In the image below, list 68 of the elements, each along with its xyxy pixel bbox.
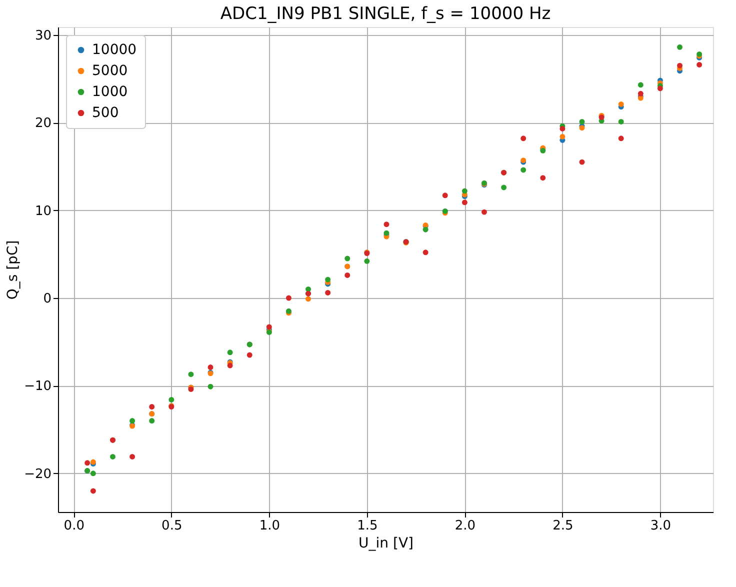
point: [520, 136, 526, 142]
point: [266, 324, 272, 330]
point: [306, 296, 312, 302]
point: [130, 454, 136, 460]
legend-label: 500: [92, 105, 119, 121]
point: [90, 470, 96, 476]
legend-label: 10000: [92, 42, 137, 58]
point: [677, 44, 682, 50]
point: [462, 188, 468, 194]
point: [422, 250, 428, 256]
x-tick-label: 0.0: [64, 518, 84, 534]
point: [540, 175, 546, 181]
point: [638, 82, 644, 88]
point: [560, 134, 566, 140]
point: [325, 276, 331, 282]
y-tick-label: 30: [34, 28, 52, 44]
point: [520, 167, 526, 173]
x-axis-title: U_in [V]: [358, 536, 414, 552]
y-tick-label: 10: [34, 204, 52, 219]
point: [442, 192, 448, 198]
chart-title: ADC1_IN9 PB1 SINGLE, f_s = 10000 Hz: [220, 4, 551, 24]
y-tick-label: 0: [43, 292, 52, 307]
x-tick-label: 1.0: [259, 518, 280, 534]
legend-label: 5000: [92, 63, 128, 79]
point: [286, 295, 292, 301]
point: [208, 364, 214, 370]
point: [149, 418, 155, 424]
point: [462, 200, 468, 206]
x-tick-label: 1.5: [357, 518, 378, 534]
point: [696, 62, 702, 68]
point: [90, 488, 96, 494]
point: [227, 362, 233, 368]
y-axis-title: Q_s [pC]: [5, 240, 22, 300]
point: [501, 184, 507, 190]
point: [325, 290, 331, 296]
point: [149, 404, 155, 410]
point: [638, 90, 644, 96]
y-tick-label: −10: [24, 379, 52, 394]
point: [344, 256, 350, 262]
point: [560, 126, 566, 132]
point: [618, 136, 624, 142]
point: [618, 101, 624, 107]
x-tick-label: 2.5: [552, 518, 574, 534]
point: [579, 159, 585, 165]
point: [130, 418, 136, 424]
point: [677, 62, 682, 68]
point: [364, 258, 370, 264]
point: [84, 460, 90, 466]
point: [188, 372, 194, 378]
point: [657, 86, 663, 92]
x-tick-label: 2.0: [454, 518, 476, 534]
y-tick-label: −20: [24, 466, 52, 482]
point: [306, 286, 312, 292]
point: [482, 209, 487, 215]
legend-label: 1000: [92, 84, 128, 100]
point: [579, 118, 585, 124]
point: [344, 272, 350, 278]
x-tick-label: 0.5: [162, 518, 182, 534]
point: [168, 397, 174, 402]
point: [618, 118, 624, 124]
point: [246, 352, 252, 358]
point: [384, 222, 390, 228]
point: [208, 384, 214, 390]
point: [422, 226, 428, 232]
point: [227, 350, 233, 356]
y-tick-label: 20: [34, 116, 52, 132]
point: [110, 454, 116, 460]
x-tick-label: 3.0: [650, 518, 672, 534]
